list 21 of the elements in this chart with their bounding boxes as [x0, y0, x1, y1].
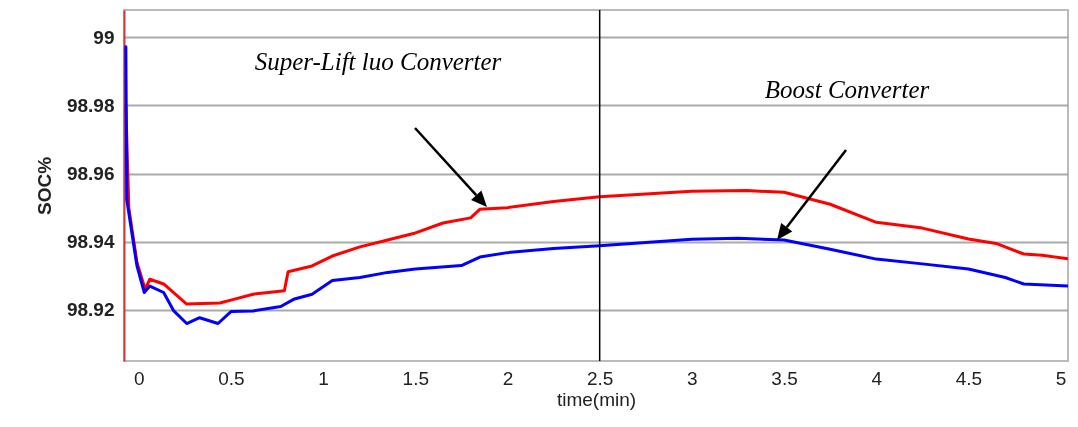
annotation: Super-Lift luo Converter	[254, 48, 502, 75]
x-tick-label: 0	[133, 367, 145, 389]
y-tick-label: 98.94	[66, 231, 115, 253]
y-tick-label: 98.96	[66, 163, 115, 185]
annotation: Boost Converter	[764, 76, 930, 103]
x-axis-title: time(min)	[556, 388, 637, 410]
x-tick-label: 1	[318, 367, 329, 389]
x-tick-label: 4.5	[955, 367, 983, 389]
x-tick-label: 1.5	[402, 367, 430, 389]
x-tick-label: 4	[871, 367, 883, 389]
x-tick-label: 3.5	[771, 367, 798, 389]
x-tick-label: 2	[502, 367, 514, 389]
x-tick-label: 5	[1055, 367, 1067, 389]
y-tick-label: 98.98	[66, 94, 115, 116]
y-axis-title: SOC%	[33, 156, 55, 216]
x-tick-label: 0.5	[218, 367, 245, 389]
y-tick-label: 99	[93, 26, 115, 48]
x-tick-label: 2.5	[586, 367, 614, 389]
line-series	[124, 45, 1068, 326]
y-tick-label: 98.92	[66, 299, 115, 321]
x-tick-label: 3	[687, 367, 698, 389]
